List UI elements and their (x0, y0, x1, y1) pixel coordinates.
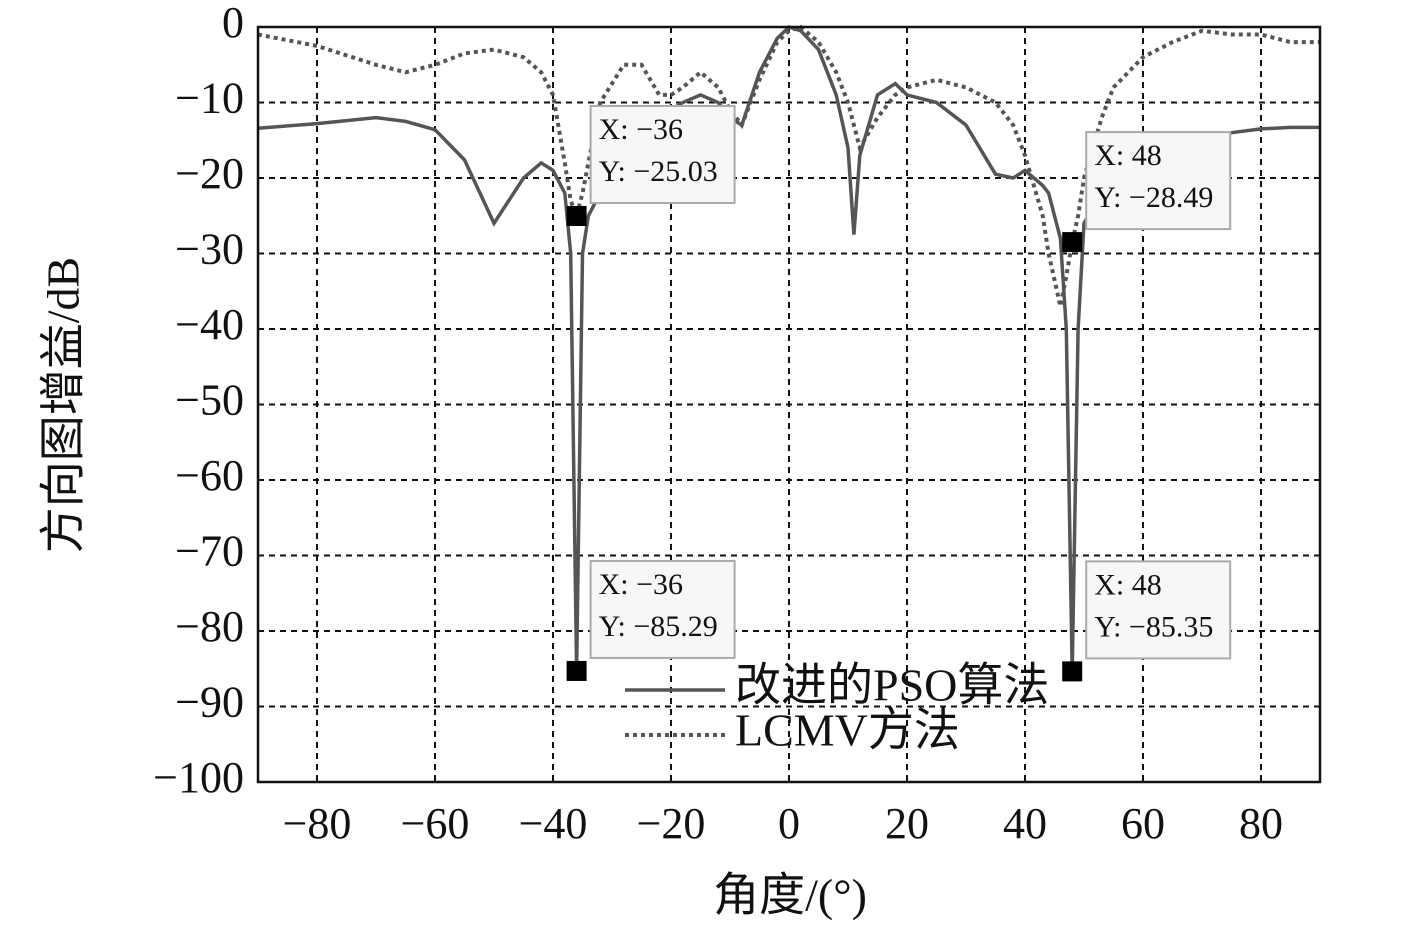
x-axis-title: 角度/(°) (713, 870, 867, 921)
y-tick-label: −90 (175, 678, 244, 727)
series-line (257, 25, 1320, 672)
data-tip-y: Y: −25.03 (599, 155, 718, 188)
x-tick-label: 0 (778, 799, 800, 848)
data-tip-y: Y: −85.29 (599, 610, 718, 643)
legend-label: 改进的PSO算法 (735, 660, 1049, 711)
y-tick-label: 0 (222, 0, 244, 47)
x-tick-label: 40 (1003, 799, 1047, 848)
y-tick-label: −100 (153, 753, 244, 802)
x-tick-label: −20 (637, 799, 706, 848)
legend-label: LCMV方法 (735, 705, 960, 756)
data-tip: X: −36 Y: −25.03 (589, 104, 736, 204)
data-tip-x: X: −36 (599, 113, 683, 146)
data-tip-marker (1062, 232, 1083, 253)
plot-frame (256, 25, 1322, 784)
y-tick-label: −70 (175, 527, 244, 576)
x-tick-label: 20 (885, 799, 929, 848)
data-tip-y: Y: −28.49 (1094, 181, 1213, 214)
y-tick-label: −60 (175, 451, 244, 500)
data-tip: X: −36 Y: −85.29 (589, 559, 736, 659)
y-tick-label: −50 (175, 376, 244, 425)
x-tick-label: 60 (1121, 799, 1165, 848)
x-tick-label: −40 (519, 799, 588, 848)
data-tip: X: 48 Y: −28.49 (1085, 131, 1232, 231)
data-tip-box (589, 559, 736, 659)
data-tip-marker (566, 660, 587, 681)
y-tick-label: −30 (175, 225, 244, 274)
y-tick-label: −80 (175, 602, 244, 651)
data-tip-box (1085, 131, 1232, 231)
series-line (257, 24, 1320, 307)
data-tip-box (1085, 560, 1232, 660)
data-tip-y: Y: −85.35 (1094, 610, 1213, 643)
data-tip-marker (1062, 661, 1083, 682)
y-axis-title: 方向图增益/dB (38, 257, 89, 553)
x-tick-label: −60 (401, 799, 470, 848)
x-tick-label: −80 (283, 799, 352, 848)
data-tip-marker (566, 205, 587, 226)
data-tip-x: X: 48 (1094, 568, 1162, 601)
data-tip: X: 48 Y: −85.35 (1085, 560, 1232, 660)
y-tick-label: −10 (175, 74, 244, 123)
y-tick-label: −20 (175, 149, 244, 198)
data-tip-x: X: −36 (599, 568, 683, 601)
x-tick-label: 80 (1239, 799, 1283, 848)
data-tip-box (589, 104, 736, 204)
data-tip-x: X: 48 (1094, 139, 1162, 172)
y-tick-label: −40 (175, 300, 244, 349)
